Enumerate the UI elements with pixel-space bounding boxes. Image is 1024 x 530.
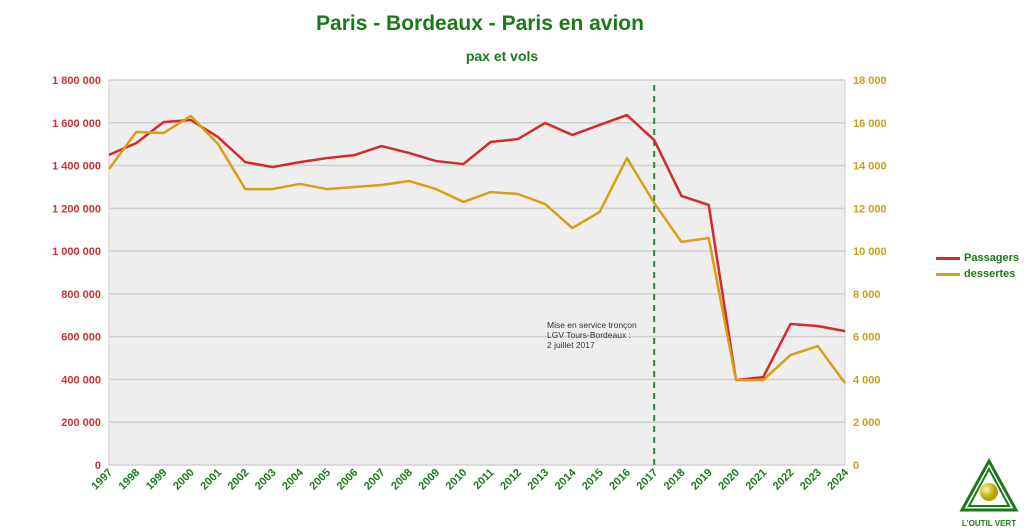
y-right-tick-label: 14 000	[853, 161, 887, 173]
y-right-tick-label: 6 000	[853, 332, 881, 344]
logo-text: L'OUTIL VERT	[961, 519, 1017, 528]
y-right-tick-label: 18 000	[853, 75, 887, 87]
y-left-tick-label: 1 600 000	[52, 118, 101, 130]
x-tick-label: 2007	[362, 467, 388, 493]
legend-item-passagers: Passagers	[936, 250, 1019, 266]
x-tick-label: 2003	[253, 467, 279, 493]
x-tick-label: 2024	[825, 466, 851, 492]
x-tick-label: 2001	[198, 467, 224, 493]
series-line-passagers	[108, 113, 846, 382]
x-tick-label: 2016	[607, 467, 633, 493]
x-tick-label: 2004	[280, 466, 306, 492]
x-tick-label: 2009	[416, 467, 442, 493]
y-left-tick-label: 1 200 000	[52, 203, 101, 215]
x-tick-label: 1998	[117, 467, 143, 493]
x-tick-label: 2005	[307, 467, 333, 493]
legend: Passagers dessertes	[936, 250, 1019, 282]
x-tick-label: 1997	[89, 467, 115, 493]
logo: L'OUTIL VERT	[958, 457, 1020, 528]
x-tick-label: 2002	[226, 467, 252, 493]
y-left-tick-label: 800 000	[61, 289, 101, 301]
legend-swatch	[936, 256, 960, 260]
x-tick-label: 2020	[716, 467, 742, 493]
y-right-tick-label: 16 000	[853, 118, 887, 130]
x-tick-label: 2006	[335, 467, 361, 493]
logo-triangle-icon	[959, 457, 1019, 512]
x-tick-label: 2010	[444, 467, 470, 493]
chart-subtitle: pax et vols	[465, 48, 539, 64]
plot-area	[109, 80, 845, 465]
y-right-tick-label: 12 000	[853, 203, 887, 215]
y-right-tick-label: 0	[853, 460, 859, 472]
series-line-dessertes	[107, 114, 847, 384]
legend-swatch	[936, 272, 960, 276]
y-right-tick-label: 4 000	[853, 374, 881, 386]
x-tick-label: 2022	[771, 467, 797, 493]
x-tick-label: 2019	[689, 467, 715, 493]
legend-label: Passagers	[964, 252, 1020, 264]
y-right-tick-label: 2 000	[853, 417, 881, 429]
x-tick-label: 2018	[662, 467, 688, 493]
x-tick-label: 2012	[498, 467, 524, 493]
x-tick-label: 2015	[580, 467, 606, 493]
legend-item-dessertes: dessertes	[936, 266, 1019, 282]
y-left-tick-label: 0	[95, 460, 101, 472]
y-left-tick-label: 400 000	[61, 374, 101, 386]
x-tick-label: 1999	[144, 467, 170, 493]
x-tick-label: 2008	[389, 467, 415, 493]
x-tick-label: 2011	[471, 467, 496, 492]
x-tick-label: 2021	[744, 467, 770, 493]
x-tick-label: 2023	[798, 467, 824, 493]
chart-title: Paris - Bordeaux - Paris en avion	[316, 12, 644, 35]
y-left-tick-label: 1 800 000	[52, 75, 101, 87]
y-left-tick-label: 1 000 000	[52, 246, 101, 258]
x-tick-label: 2017	[635, 467, 661, 493]
y-left-tick-label: 1 400 000	[52, 161, 101, 173]
x-tick-label: 2000	[171, 467, 197, 493]
legend-label: dessertes	[964, 268, 1016, 280]
y-right-tick-label: 8 000	[853, 289, 881, 301]
y-right-tick-label: 10 000	[853, 246, 887, 258]
annotation-text: LGV Tours-Bordeaux :	[547, 330, 631, 340]
y-left-tick-label: 200 000	[61, 417, 101, 429]
annotation-text: 2 juillet 2017	[547, 340, 595, 350]
x-tick-label: 2013	[525, 467, 551, 493]
y-left-tick-label: 600 000	[61, 332, 101, 344]
annotation-text: Mise en service tronçon	[547, 320, 637, 330]
x-tick-label: 2014	[553, 466, 579, 492]
